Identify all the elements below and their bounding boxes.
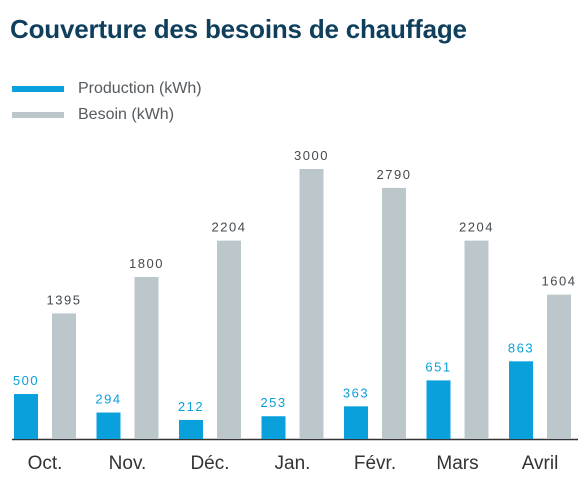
legend-swatch-production <box>12 86 64 92</box>
bar-besoin <box>464 240 489 439</box>
data-label-besoin: 1604 <box>542 274 577 289</box>
data-label-besoin: 1395 <box>47 292 82 307</box>
legend-item-production: Production (kWh) <box>12 76 202 102</box>
data-label-besoin: 2204 <box>212 220 247 235</box>
bar-production <box>344 406 368 439</box>
data-label-production: 651 <box>425 359 451 374</box>
x-tick-label: Oct. <box>28 453 63 474</box>
data-label-besoin: 3000 <box>294 148 329 163</box>
legend-item-besoin: Besoin (kWh) <box>12 102 202 128</box>
data-label-besoin: 1800 <box>129 256 164 271</box>
data-label-production: 212 <box>178 399 204 414</box>
legend-label-besoin: Besoin (kWh) <box>78 106 175 123</box>
x-tick-label: Jan. <box>275 453 311 474</box>
legend-label-production: Production (kWh) <box>78 80 202 97</box>
bar-besoin <box>52 313 76 439</box>
data-label-production: 500 <box>13 373 39 388</box>
bar-production <box>426 380 451 439</box>
legend-swatch-besoin <box>12 112 64 118</box>
x-tick-label: Avril <box>522 453 559 474</box>
bar-besoin <box>382 187 406 439</box>
x-tick-label: Déc. <box>190 453 229 474</box>
data-label-production: 253 <box>260 395 286 410</box>
bar-besoin <box>299 169 324 439</box>
data-label-besoin: 2790 <box>377 167 412 182</box>
data-label-production: 363 <box>343 385 369 400</box>
bar-production <box>261 416 286 439</box>
bar-besoin <box>217 240 241 439</box>
bar-production <box>96 412 121 439</box>
legend: Production (kWh) Besoin (kWh) <box>12 76 202 128</box>
bar-production <box>14 394 38 439</box>
data-label-besoin: 2204 <box>459 220 494 235</box>
bar-production <box>509 361 533 439</box>
x-tick-label: Nov. <box>109 453 147 474</box>
data-label-production: 863 <box>508 340 534 355</box>
x-tick-label: Mars <box>436 453 478 474</box>
x-tick-label: Févr. <box>354 453 396 474</box>
bar-besoin <box>134 277 159 439</box>
bar-besoin <box>547 294 571 439</box>
chart-title: Couverture des besoins de chauffage <box>10 14 467 44</box>
bar-production <box>179 419 203 439</box>
data-label-production: 294 <box>95 392 121 407</box>
